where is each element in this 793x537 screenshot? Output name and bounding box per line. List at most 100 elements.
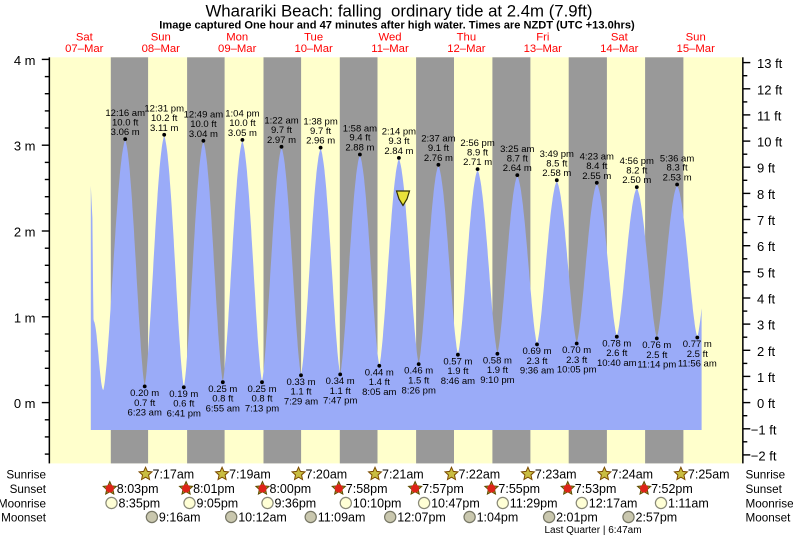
svg-text:12:17am: 12:17am <box>589 497 638 511</box>
svg-text:7:17am: 7:17am <box>153 468 195 482</box>
svg-text:1.9 ft: 1.9 ft <box>487 365 508 376</box>
svg-text:9.1 ft: 9.1 ft <box>428 143 449 154</box>
svg-text:Mon: Mon <box>226 31 248 43</box>
svg-text:2.58 m: 2.58 m <box>542 168 571 179</box>
svg-text:0.69 m: 0.69 m <box>522 346 551 357</box>
svg-text:0.34 m: 0.34 m <box>326 376 355 387</box>
svg-text:9.7 ft: 9.7 ft <box>310 126 331 137</box>
svg-text:10–Mar: 10–Mar <box>294 43 333 55</box>
svg-text:10 ft: 10 ft <box>757 135 783 150</box>
svg-text:Sat: Sat <box>611 31 629 43</box>
svg-text:8:05 am: 8:05 am <box>362 387 396 398</box>
svg-text:2.76 m: 2.76 m <box>424 153 453 164</box>
svg-text:6:55 am: 6:55 am <box>206 403 240 414</box>
svg-text:1 m: 1 m <box>14 310 36 325</box>
svg-text:−1 ft: −1 ft <box>751 422 777 437</box>
svg-text:3.05 m: 3.05 m <box>228 128 257 139</box>
svg-text:7:53pm: 7:53pm <box>575 482 617 496</box>
svg-text:10:40 am: 10:40 am <box>597 358 637 369</box>
svg-text:3:49 pm: 3:49 pm <box>540 149 574 160</box>
svg-text:7:13 pm: 7:13 pm <box>245 403 279 414</box>
svg-text:8:26 pm: 8:26 pm <box>402 385 436 396</box>
svg-text:2.64 m: 2.64 m <box>503 163 532 174</box>
svg-text:10.0 ft: 10.0 ft <box>112 117 139 128</box>
svg-text:1:04pm: 1:04pm <box>477 511 519 525</box>
svg-text:0.6 ft: 0.6 ft <box>173 399 194 410</box>
svg-text:Moonrise: Moonrise <box>746 498 793 511</box>
svg-text:11:29pm: 11:29pm <box>510 497 558 511</box>
svg-text:8.2 ft: 8.2 ft <box>626 165 647 176</box>
svg-text:14–Mar: 14–Mar <box>600 43 639 55</box>
svg-text:4:56 pm: 4:56 pm <box>620 156 654 167</box>
svg-text:5 ft: 5 ft <box>757 265 775 280</box>
svg-text:12:16 am: 12:16 am <box>105 108 145 119</box>
svg-text:0.19 m: 0.19 m <box>169 389 198 400</box>
svg-text:9.3 ft: 9.3 ft <box>388 136 409 147</box>
svg-text:Last Quarter | 6:47am: Last Quarter | 6:47am <box>544 525 641 536</box>
svg-text:0.25 m: 0.25 m <box>247 384 276 395</box>
svg-text:1:04 pm: 1:04 pm <box>225 109 259 120</box>
svg-text:7:25am: 7:25am <box>688 468 730 482</box>
svg-text:8:46 am: 8:46 am <box>441 376 475 387</box>
svg-text:0.76 m: 0.76 m <box>642 340 671 351</box>
svg-text:8.7 ft: 8.7 ft <box>507 153 528 164</box>
svg-text:2:57pm: 2:57pm <box>636 511 678 525</box>
svg-text:3 m: 3 m <box>14 139 36 154</box>
svg-text:08–Mar: 08–Mar <box>142 43 181 55</box>
svg-text:2.50 m: 2.50 m <box>622 175 651 186</box>
svg-text:9.7 ft: 9.7 ft <box>271 125 292 136</box>
svg-text:0.8 ft: 0.8 ft <box>212 394 233 405</box>
svg-text:0.70 m: 0.70 m <box>562 345 591 356</box>
svg-text:8.9 ft: 8.9 ft <box>467 147 488 158</box>
svg-text:7:23am: 7:23am <box>535 468 577 482</box>
svg-text:Sunset: Sunset <box>10 483 47 496</box>
svg-text:6 ft: 6 ft <box>757 239 775 254</box>
svg-text:9:05pm: 9:05pm <box>197 497 239 511</box>
svg-text:8.4 ft: 8.4 ft <box>586 161 607 172</box>
svg-text:6:23 am: 6:23 am <box>128 408 162 419</box>
svg-text:7:57pm: 7:57pm <box>422 482 464 496</box>
svg-text:10:10pm: 10:10pm <box>353 497 402 511</box>
svg-text:9 ft: 9 ft <box>757 161 775 176</box>
svg-text:0.25 m: 0.25 m <box>208 384 237 395</box>
svg-text:6:41 pm: 6:41 pm <box>167 409 201 420</box>
svg-text:1.9 ft: 1.9 ft <box>447 366 468 377</box>
svg-text:2:14 pm: 2:14 pm <box>382 127 416 138</box>
svg-text:0.77 m: 0.77 m <box>683 339 712 350</box>
svg-text:8:01pm: 8:01pm <box>193 482 235 496</box>
svg-text:3.04 m: 3.04 m <box>189 129 218 140</box>
svg-text:13 ft: 13 ft <box>757 56 783 71</box>
svg-text:4 ft: 4 ft <box>757 292 775 307</box>
svg-text:7:24am: 7:24am <box>611 468 653 482</box>
svg-text:07–Mar: 07–Mar <box>65 43 104 55</box>
svg-text:8:00pm: 8:00pm <box>270 482 312 496</box>
svg-text:1.4 ft: 1.4 ft <box>369 377 390 388</box>
svg-text:0.57 m: 0.57 m <box>443 356 472 367</box>
svg-text:2.96 m: 2.96 m <box>306 136 335 147</box>
svg-text:3.06 m: 3.06 m <box>111 127 140 138</box>
svg-text:2.97 m: 2.97 m <box>267 135 296 146</box>
svg-text:0.33 m: 0.33 m <box>286 377 315 388</box>
svg-text:0 ft: 0 ft <box>757 396 775 411</box>
svg-text:2 ft: 2 ft <box>757 344 775 359</box>
svg-text:3:25 am: 3:25 am <box>500 144 534 155</box>
svg-text:4:23 am: 4:23 am <box>580 152 614 163</box>
svg-text:15–Mar: 15–Mar <box>677 43 716 55</box>
svg-text:Sat: Sat <box>76 31 94 43</box>
svg-text:2.6 ft: 2.6 ft <box>606 348 627 359</box>
svg-text:9.4 ft: 9.4 ft <box>349 133 370 144</box>
svg-text:Sunset: Sunset <box>746 483 783 496</box>
svg-text:Moonset: Moonset <box>1 512 47 525</box>
svg-text:0.7 ft: 0.7 ft <box>134 398 155 409</box>
svg-text:0 m: 0 m <box>14 396 36 411</box>
svg-text:Image captured One hour and 47: Image captured One hour and 47 minutes a… <box>159 20 635 32</box>
svg-text:8.5 ft: 8.5 ft <box>546 158 567 169</box>
svg-text:−2 ft: −2 ft <box>751 448 777 463</box>
svg-text:3 ft: 3 ft <box>757 318 775 333</box>
svg-text:2:01pm: 2:01pm <box>556 511 598 525</box>
svg-text:0.8 ft: 0.8 ft <box>251 394 272 405</box>
svg-text:Sunrise: Sunrise <box>746 469 786 482</box>
svg-text:12:07pm: 12:07pm <box>397 511 446 525</box>
svg-text:3.11 m: 3.11 m <box>150 123 178 134</box>
svg-text:Thu: Thu <box>457 31 476 43</box>
